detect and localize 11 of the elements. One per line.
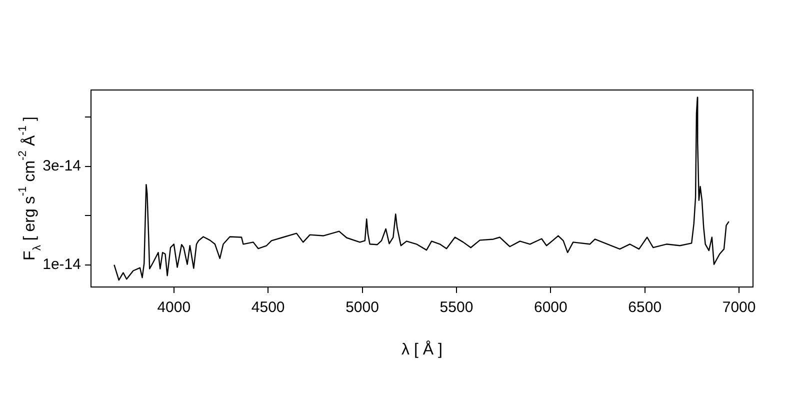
- x-tick-label: 4500: [251, 299, 285, 316]
- y-tick-label: 1e-14: [42, 256, 81, 273]
- x-tick-label: 5500: [440, 299, 474, 316]
- x-tick-label: 6500: [628, 299, 662, 316]
- y-tick-label: 3e-14: [42, 157, 81, 174]
- x-tick-label: 4000: [157, 299, 191, 316]
- x-tick-label: 6000: [534, 299, 568, 316]
- x-axis-title: λ [ Å ]: [402, 340, 442, 358]
- text: Fλ [ erg s-1 cm-2 Å-1 ]: [16, 116, 44, 260]
- x-tick-label: 7000: [722, 299, 756, 316]
- x-tick-label: 5000: [346, 299, 379, 316]
